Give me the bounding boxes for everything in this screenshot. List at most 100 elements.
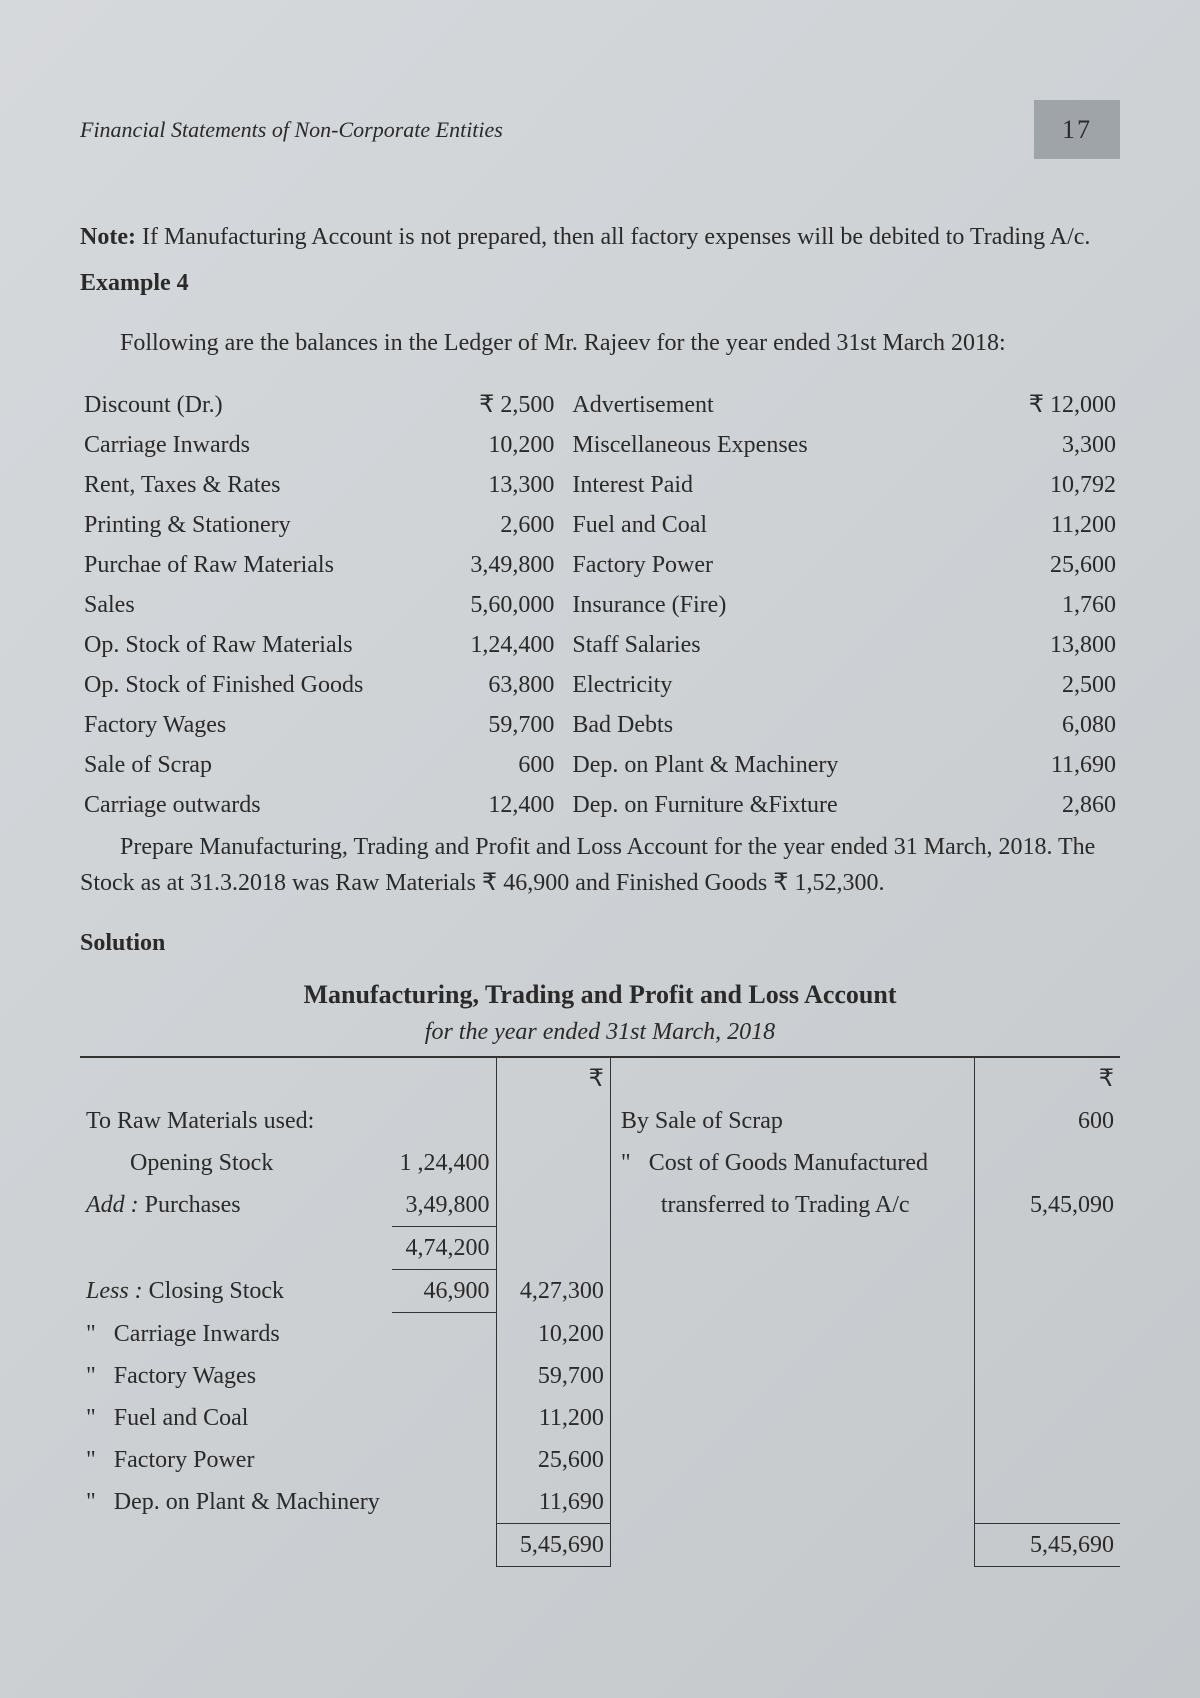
ledger-row: Carriage outwards12,400Dep. on Furniture… [80, 785, 1120, 825]
ledger-right-desc: Factory Power [558, 545, 932, 585]
ledger-row: Op. Stock of Finished Goods63,800Electri… [80, 665, 1120, 705]
account-table: ₹ ₹ To Raw Materials used: By Sale of Sc… [80, 1056, 1120, 1567]
ledger-right-desc: Dep. on Plant & Machinery [558, 745, 932, 785]
account-dr-row: " Fuel and Coal11,200 [80, 1397, 1120, 1439]
solution-label: Solution [80, 925, 1120, 961]
ledger-right-desc: Staff Salaries [558, 625, 932, 665]
note-paragraph: Note: If Manufacturing Account is not pr… [80, 219, 1120, 255]
ledger-right-desc: Miscellaneous Expenses [558, 425, 932, 465]
ledger-left-amt: 13,300 [413, 465, 559, 505]
ledger-right-amt: 13,800 [933, 625, 1120, 665]
ledger-row: Factory Wages59,700Bad Debts6,080 [80, 705, 1120, 745]
ledger-left-desc: Carriage Inwards [80, 425, 413, 465]
dr-item-amt: 11,200 [496, 1397, 610, 1439]
ledger-right-amt: ₹ 12,000 [933, 385, 1120, 425]
ledger-left-desc: Sale of Scrap [80, 745, 413, 785]
opening-stock-label: Opening Stock [80, 1142, 392, 1184]
raw-materials-amt: 4,27,300 [496, 1270, 610, 1313]
ledger-right-amt: 1,760 [933, 585, 1120, 625]
cogm-amt: 5,45,090 [974, 1184, 1120, 1227]
purchases-value: 3,49,800 [392, 1184, 496, 1227]
ledger-right-amt: 10,792 [933, 465, 1120, 505]
dr-item-amt: 25,600 [496, 1439, 610, 1481]
ledger-left-desc: Purchae of Raw Materials [80, 545, 413, 585]
ledger-right-desc: Interest Paid [558, 465, 932, 505]
ledger-row: Sale of Scrap600Dep. on Plant & Machiner… [80, 745, 1120, 785]
raw-materials-subtotal: 4,74,200 [392, 1227, 496, 1270]
ledger-left-amt: 59,700 [413, 705, 559, 745]
rupee-header-cr: ₹ [974, 1057, 1120, 1100]
page-number: 17 [1034, 100, 1120, 159]
dr-item-label: " Factory Wages [80, 1355, 496, 1397]
closing-stock-value: 46,900 [392, 1270, 496, 1313]
cogm-label-2: transferred to Trading A/c [610, 1184, 974, 1227]
page: Financial Statements of Non-Corporate En… [0, 0, 1200, 1698]
dr-item-amt: 10,200 [496, 1313, 610, 1356]
less-label: Less : [86, 1278, 143, 1304]
ledger-row: Sales5,60,000Insurance (Fire)1,760 [80, 585, 1120, 625]
dr-item-label: " Dep. on Plant & Machinery [80, 1481, 496, 1524]
ledger-left-desc: Op. Stock of Finished Goods [80, 665, 413, 705]
ledger-left-amt: 1,24,400 [413, 625, 559, 665]
ledger-left-desc: Factory Wages [80, 705, 413, 745]
ledger-row: Printing & Stationery2,600Fuel and Coal1… [80, 505, 1120, 545]
ledger-right-amt: 2,860 [933, 785, 1120, 825]
account-title: Manufacturing, Trading and Profit and Lo… [80, 975, 1120, 1014]
account-subtitle: for the year ended 31st March, 2018 [80, 1014, 1120, 1050]
ledger-right-desc: Insurance (Fire) [558, 585, 932, 625]
closing-paragraph: Prepare Manufacturing, Trading and Profi… [80, 829, 1120, 901]
ledger-right-amt: 25,600 [933, 545, 1120, 585]
cogm-label-1: Cost of Goods Manufactured [649, 1150, 928, 1176]
cr-total: 5,45,690 [974, 1524, 1120, 1567]
account-dr-row: " Factory Wages59,700 [80, 1355, 1120, 1397]
dr-item-amt: 11,690 [496, 1481, 610, 1524]
ledger-left-desc: Op. Stock of Raw Materials [80, 625, 413, 665]
account-dr-row: " Factory Power25,600 [80, 1439, 1120, 1481]
ledger-right-amt: 3,300 [933, 425, 1120, 465]
ledger-right-desc: Bad Debts [558, 705, 932, 745]
closing-stock-label: Closing Stock [143, 1278, 284, 1304]
ledger-row: Carriage Inwards10,200Miscellaneous Expe… [80, 425, 1120, 465]
rupee-header-dr: ₹ [496, 1057, 610, 1100]
ledger-row: Rent, Taxes & Rates13,300Interest Paid10… [80, 465, 1120, 505]
ledger-left-amt: 10,200 [413, 425, 559, 465]
example-intro: Following are the balances in the Ledger… [80, 325, 1120, 361]
ledger-row: Purchae of Raw Materials3,49,800Factory … [80, 545, 1120, 585]
ledger-left-amt: 600 [413, 745, 559, 785]
dr-item-label: " Fuel and Coal [80, 1397, 496, 1439]
ledger-left-amt: 63,800 [413, 665, 559, 705]
ledger-right-desc: Electricity [558, 665, 932, 705]
ledger-left-amt: 5,60,000 [413, 585, 559, 625]
ledger-left-desc: Rent, Taxes & Rates [80, 465, 413, 505]
note-text: If Manufacturing Account is not prepared… [136, 224, 1090, 250]
account-dr-row: " Carriage Inwards10,200 [80, 1313, 1120, 1356]
ledger-left-desc: Carriage outwards [80, 785, 413, 825]
dr-total: 5,45,690 [496, 1524, 610, 1567]
ledger-table: Discount (Dr.)₹ 2,500Advertisement₹ 12,0… [80, 385, 1120, 825]
ledger-left-desc: Sales [80, 585, 413, 625]
ledger-right-amt: 6,080 [933, 705, 1120, 745]
ledger-right-desc: Fuel and Coal [558, 505, 932, 545]
opening-stock-value: 1 ,24,400 [392, 1142, 496, 1184]
dr-item-amt: 59,700 [496, 1355, 610, 1397]
purchases-label: Purchases [139, 1192, 241, 1218]
account-dr-row: " Dep. on Plant & Machinery11,690 [80, 1481, 1120, 1524]
ledger-right-amt: 2,500 [933, 665, 1120, 705]
ledger-left-amt: 3,49,800 [413, 545, 559, 585]
ledger-left-desc: Printing & Stationery [80, 505, 413, 545]
running-title: Financial Statements of Non-Corporate En… [80, 113, 503, 146]
note-label: Note: [80, 224, 136, 250]
dr-item-label: " Factory Power [80, 1439, 496, 1481]
ledger-left-amt: 12,400 [413, 785, 559, 825]
sale-of-scrap-label: By Sale of Scrap [610, 1100, 974, 1142]
ledger-right-amt: 11,200 [933, 505, 1120, 545]
ledger-left-amt: ₹ 2,500 [413, 385, 559, 425]
sale-of-scrap-amt: 600 [974, 1100, 1120, 1142]
example-label: Example 4 [80, 265, 1120, 301]
ledger-left-desc: Discount (Dr.) [80, 385, 413, 425]
ledger-right-desc: Dep. on Furniture &Fixture [558, 785, 932, 825]
dr-item-label: " Carriage Inwards [80, 1313, 496, 1356]
ledger-right-amt: 11,690 [933, 745, 1120, 785]
ditto-mark: " [621, 1150, 631, 1176]
ledger-row: Discount (Dr.)₹ 2,500Advertisement₹ 12,0… [80, 385, 1120, 425]
